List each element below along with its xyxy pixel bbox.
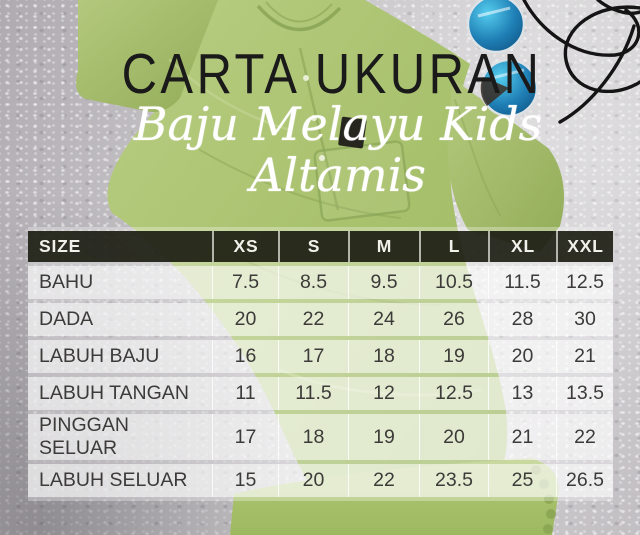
chest-pocket	[313, 116, 411, 222]
pocket-label	[338, 116, 367, 149]
cell-value: 26	[419, 303, 488, 336]
cell-value: 30	[556, 303, 613, 336]
cell-value: 19	[348, 414, 419, 460]
column-header-xl: XL	[488, 231, 556, 262]
cord-photo	[522, 0, 640, 124]
cell-value: 20	[419, 414, 488, 460]
page-title: CARTA UKURAN	[121, 42, 543, 106]
row-label: LABUH BAJU	[28, 340, 212, 373]
size-chart-header-row: SIZE XS S M L XL XXL	[28, 231, 613, 262]
cell-value: 21	[556, 340, 613, 373]
cell-value: 11	[212, 377, 278, 410]
cell-value: 11.5	[278, 377, 348, 410]
subtitle-line2: Altamis	[250, 147, 426, 202]
subtitle-line1: Baju Melayu Kids	[133, 97, 543, 151]
cell-value: 11.5	[488, 266, 556, 299]
table-row-labuh-seluar: LABUH SELUAR 15 20 22 23.5 25 26.5	[28, 464, 613, 497]
shirt-right-sleeve	[447, 78, 564, 252]
cell-value: 21	[488, 414, 556, 460]
column-header-xxl: XXL	[556, 231, 613, 262]
cell-value: 22	[278, 303, 348, 336]
table-row-labuh-tangan: LABUH TANGAN 11 11.5 12 12.5 13 13.5	[28, 377, 613, 410]
row-label: LABUH SELUAR	[28, 464, 212, 497]
column-header-m: M	[348, 231, 419, 262]
shirt-left-sleeve	[76, 0, 218, 112]
cell-value: 12.5	[419, 377, 488, 410]
cell-value: 18	[348, 340, 419, 373]
cell-value: 22	[348, 464, 419, 497]
row-label: PINGGAN SELUAR	[28, 414, 212, 460]
cell-value: 8.5	[278, 266, 348, 299]
cell-value: 24	[348, 303, 419, 336]
sunglasses-photo	[466, 0, 539, 118]
cell-value: 17	[212, 414, 278, 460]
cell-value: 20	[278, 464, 348, 497]
cell-value: 23.5	[419, 464, 488, 497]
cell-value: 18	[278, 414, 348, 460]
cell-value: 12	[348, 377, 419, 410]
cell-value: 9.5	[348, 266, 419, 299]
cell-value: 28	[488, 303, 556, 336]
shirt-collar	[256, 1, 342, 211]
row-label: BAHU	[28, 266, 212, 299]
size-chart-table: SIZE XS S M L XL XXL BAHU 7.5 8.5 9.5 10…	[28, 227, 613, 501]
cell-value: 22	[556, 414, 613, 460]
cell-value: 12.5	[556, 266, 613, 299]
cell-value: 10.5	[419, 266, 488, 299]
cell-value: 13	[488, 377, 556, 410]
table-row-bahu: BAHU 7.5 8.5 9.5 10.5 11.5 12.5	[28, 266, 613, 299]
cell-value: 19	[419, 340, 488, 373]
column-header-size: SIZE	[28, 231, 212, 262]
subtitle: Baju Melayu Kids Altamis	[18, 99, 640, 200]
column-header-xs: XS	[212, 231, 278, 262]
cell-value: 17	[278, 340, 348, 373]
table-row-dada: DADA 20 22 24 26 28 30	[28, 303, 613, 336]
column-header-l: L	[419, 231, 488, 262]
cell-value: 16	[212, 340, 278, 373]
cell-value: 25	[488, 464, 556, 497]
column-header-s: S	[278, 231, 348, 262]
cell-value: 20	[212, 303, 278, 336]
cell-value: 15	[212, 464, 278, 497]
cell-value: 7.5	[212, 266, 278, 299]
cell-value: 26.5	[556, 464, 613, 497]
table-row-pinggan-seluar: PINGGAN SELUAR 17 18 19 20 21 22	[28, 414, 613, 460]
row-label: LABUH TANGAN	[28, 377, 212, 410]
shirt-buttons	[303, 75, 325, 161]
row-label: DADA	[28, 303, 212, 336]
cell-value: 13.5	[556, 377, 613, 410]
cell-value: 20	[488, 340, 556, 373]
table-row-labuh-baju: LABUH BAJU 16 17 18 19 20 21	[28, 340, 613, 373]
